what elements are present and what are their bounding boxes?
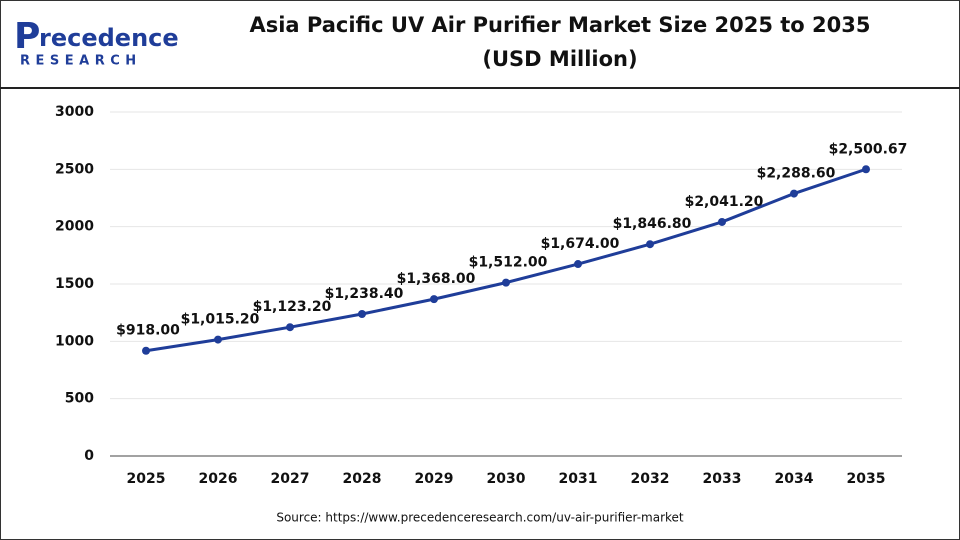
value-label: $1,368.00 <box>397 271 476 287</box>
x-tick-label: 2026 <box>199 471 238 487</box>
x-tick-label: 2035 <box>847 471 886 487</box>
y-tick-label: 2000 <box>55 219 94 235</box>
point <box>574 260 582 269</box>
x-tick-label: 2031 <box>559 471 598 487</box>
logo-sub: RESEARCH <box>20 54 142 69</box>
source: Source: https://www.precedenceresearch.c… <box>276 511 684 525</box>
point <box>142 346 150 355</box>
point <box>502 278 510 287</box>
value-label: $1,846.80 <box>613 216 692 232</box>
x-tick-label: 2029 <box>415 471 454 487</box>
logo-name: recedence <box>39 24 179 52</box>
y-tick-label: 1500 <box>55 276 94 292</box>
value-label: $1,512.00 <box>469 255 548 271</box>
value-label: $918.00 <box>116 323 180 339</box>
x-tick-label: 2033 <box>703 471 742 487</box>
logo-initial: P <box>14 16 40 57</box>
point <box>718 217 726 226</box>
x-tick-label: 2027 <box>271 471 310 487</box>
point <box>862 165 870 174</box>
value-label: $1,015.20 <box>181 312 260 328</box>
value-label: $1,674.00 <box>541 236 620 252</box>
x-tick-label: 2030 <box>487 471 526 487</box>
point <box>790 189 798 198</box>
chart-subtitle: (USD Million) <box>482 47 637 71</box>
value-label: $2,041.20 <box>685 194 764 210</box>
point <box>430 295 438 304</box>
y-tick-label: 1000 <box>55 333 94 349</box>
y-tick-label: 3000 <box>55 104 94 120</box>
x-tick-label: 2034 <box>775 471 814 487</box>
y-tick-label: 2500 <box>55 161 94 177</box>
y-tick-label: 500 <box>65 391 94 407</box>
value-label: $2,500.67 <box>829 141 908 157</box>
point <box>286 323 294 332</box>
value-label: $1,238.40 <box>325 286 404 302</box>
point <box>214 335 222 344</box>
y-tick-label: 0 <box>84 448 94 464</box>
x-tick-label: 2025 <box>127 471 166 487</box>
value-label: $2,288.60 <box>757 166 836 182</box>
value-label: $1,123.20 <box>253 299 332 315</box>
x-tick-label: 2032 <box>631 471 670 487</box>
chart-title: Asia Pacific UV Air Purifier Market Size… <box>249 13 870 37</box>
point <box>646 240 654 249</box>
x-tick-label: 2028 <box>343 471 382 487</box>
point <box>358 309 366 318</box>
